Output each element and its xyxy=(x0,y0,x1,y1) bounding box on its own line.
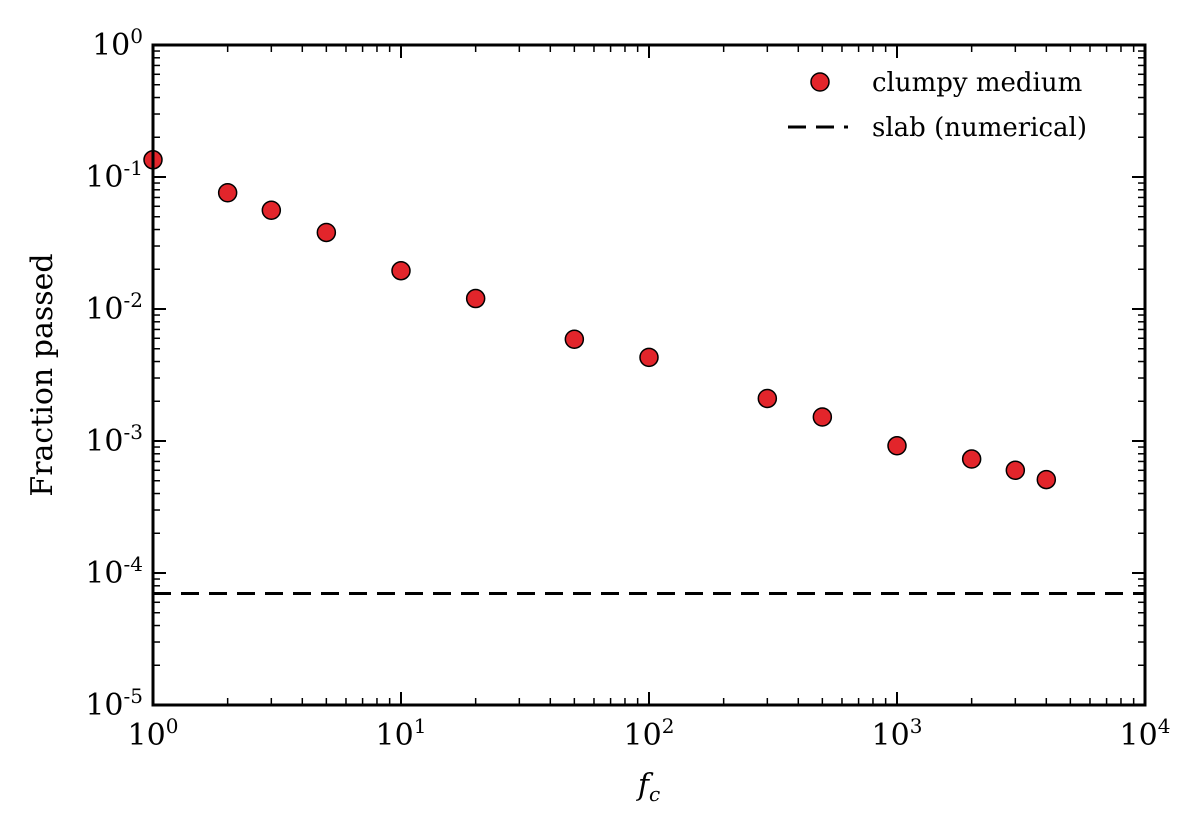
clumpy-medium-point xyxy=(757,388,778,409)
y-tick-label: 10-1 xyxy=(85,156,143,195)
x-tick-label: 101 xyxy=(376,714,427,753)
x-axis-title: fc xyxy=(636,768,660,806)
clumpy-medium-point xyxy=(639,347,659,368)
clumpy-medium-point xyxy=(961,449,982,469)
clumpy-medium-point xyxy=(1005,460,1026,481)
y-tick-label: 10-4 xyxy=(85,552,143,591)
clumpy-medium-point xyxy=(465,288,486,309)
clumpy-medium-point xyxy=(564,329,585,349)
clumpy-medium-point xyxy=(316,222,337,243)
x-tick-label: 100 xyxy=(128,714,179,753)
y-tick-label: 10-5 xyxy=(85,684,143,723)
clumpy-medium-point xyxy=(812,407,833,427)
x-axis-title-subscript: c xyxy=(649,782,660,806)
x-tick-label: 103 xyxy=(872,714,923,753)
legend-point-marker xyxy=(810,72,830,92)
clumpy-medium-point xyxy=(887,436,907,456)
y-tick-label: 100 xyxy=(92,24,143,63)
legend: clumpy medium slab (numerical) xyxy=(788,68,1087,143)
y-axis: 100 10-1 10-2 10-3 10-4 10-5 xyxy=(85,24,1145,723)
legend-label: clumpy medium xyxy=(872,68,1082,98)
plot-area xyxy=(143,150,1145,595)
clumpy-medium-point xyxy=(391,260,411,281)
y-tick-label: 10-2 xyxy=(85,288,143,327)
legend-label: slab (numerical) xyxy=(872,113,1087,143)
y-axis-title: Fraction passed xyxy=(25,253,60,496)
x-axis: 100 101 102 103 104 xyxy=(128,45,1171,753)
clumpy-medium-point xyxy=(1036,469,1057,490)
clumpy-medium-point xyxy=(217,182,238,203)
y-tick-label: 10-3 xyxy=(85,420,143,459)
clumpy-medium-point xyxy=(261,200,282,220)
plot-frame xyxy=(151,43,1147,707)
x-tick-label: 102 xyxy=(624,714,675,753)
x-tick-label: 104 xyxy=(1120,714,1171,753)
